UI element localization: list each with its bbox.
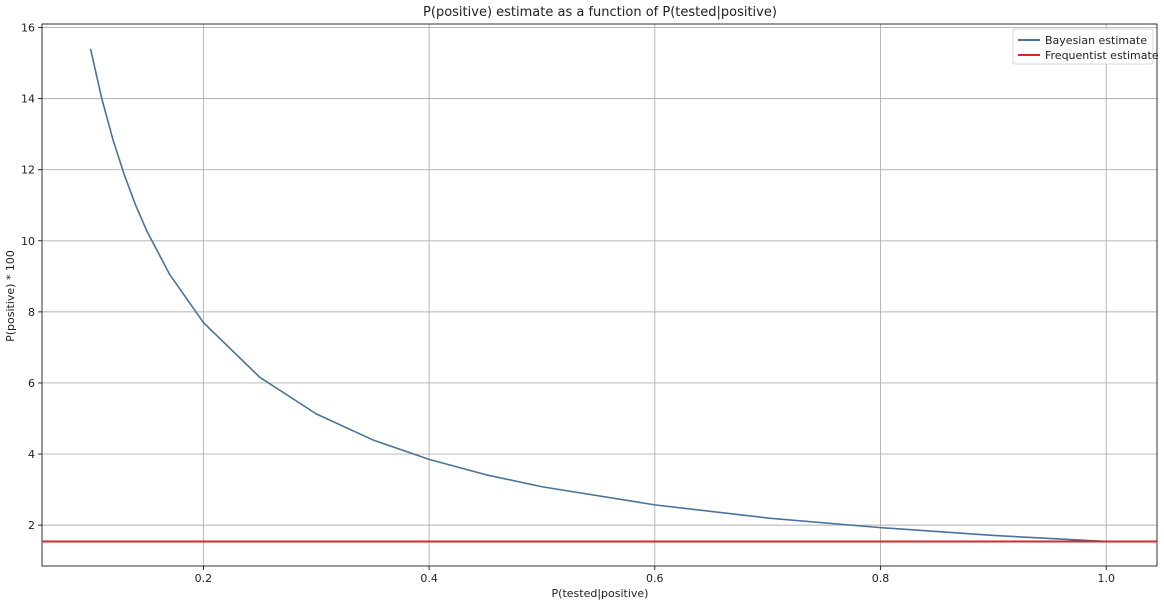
series-line-bayesian-estimate: [89, 48, 1107, 543]
chart-title: P(positive) estimate as a function of P(…: [423, 5, 777, 20]
x-tick-label: 0.8: [872, 572, 890, 585]
x-tick-label: 0.2: [195, 572, 213, 585]
y-tick-label: 12: [21, 164, 35, 177]
x-tick-label: 1.0: [1097, 572, 1115, 585]
y-ticks: 2 4 6 8 10 12 14 16: [21, 22, 42, 532]
y-tick-label: 6: [28, 377, 35, 390]
x-axis-title: P(tested|positive): [552, 587, 649, 600]
y-axis-title: P(positive) * 100: [4, 250, 17, 342]
legend: Bayesian estimate Frequentist estimate: [1012, 28, 1159, 65]
series-layer: [42, 48, 1157, 543]
legend-box: [1012, 28, 1154, 65]
axes-frame: [41, 23, 1158, 567]
legend-label: Frequentist estimate: [1045, 49, 1159, 62]
legend-label: Bayesian estimate: [1045, 34, 1147, 47]
y-tick-label: 2: [28, 519, 35, 532]
x-tick-label: 0.4: [420, 572, 438, 585]
plot-area-frame: [41, 23, 1158, 567]
y-tick-label: 16: [21, 22, 35, 35]
y-tick-label: 4: [28, 448, 35, 461]
x-tick-label: 0.6: [646, 572, 664, 585]
y-tick-label: 10: [21, 235, 35, 248]
y-tick-label: 8: [28, 306, 35, 319]
x-ticks: 0.2 0.4 0.6 0.8 1.0: [195, 566, 1115, 585]
grid: [42, 24, 1157, 566]
y-tick-label: 14: [21, 93, 35, 106]
